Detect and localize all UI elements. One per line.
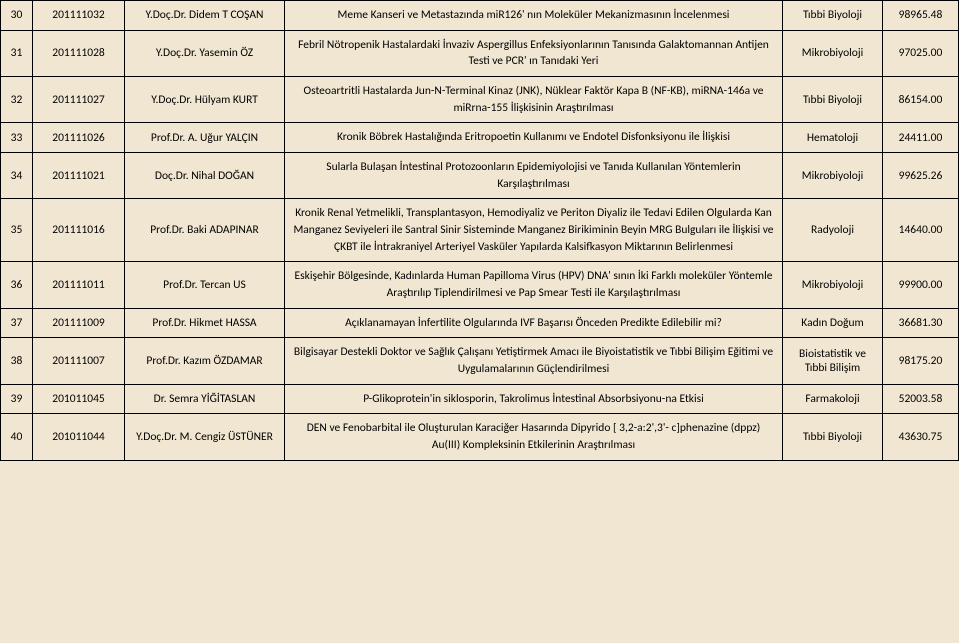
person-name: Y.Doç.Dr. Yasemin ÖZ	[125, 30, 285, 76]
table-row: 39201011045Dr. Semra YİĞİTASLANP-Glikopr…	[1, 384, 959, 414]
department: Kadın Doğum	[783, 308, 883, 338]
row-number: 34	[1, 153, 33, 199]
record-id: 201111011	[33, 262, 125, 308]
person-name: Y.Doç.Dr. M. Cengiz ÜSTÜNER	[125, 414, 285, 460]
row-number: 36	[1, 262, 33, 308]
description: Eskişehir Bölgesinde, Kadınlarda Human P…	[285, 262, 783, 308]
description: Bilgisayar Destekli Doktor ve Sağlık Çal…	[285, 338, 783, 384]
department: Mikrobiyoloji	[783, 30, 883, 76]
person-name: Y.Doç.Dr. Didem T COŞAN	[125, 1, 285, 31]
record-id: 201111009	[33, 308, 125, 338]
person-name: Prof.Dr. Hikmet HASSA	[125, 308, 285, 338]
table-row: 40201011044Y.Doç.Dr. M. Cengiz ÜSTÜNERDE…	[1, 414, 959, 460]
amount: 24411.00	[883, 123, 959, 153]
description: Kronik Böbrek Hastalığında Eritropoetin …	[285, 123, 783, 153]
row-number: 35	[1, 199, 33, 262]
record-id: 201111027	[33, 77, 125, 123]
record-id: 201111028	[33, 30, 125, 76]
person-name: Prof.Dr. Kazım ÖZDAMAR	[125, 338, 285, 384]
amount: 86154.00	[883, 77, 959, 123]
row-number: 40	[1, 414, 33, 460]
department: Tıbbi Biyoloji	[783, 1, 883, 31]
table-row: 31201111028Y.Doç.Dr. Yasemin ÖZFebril Nö…	[1, 30, 959, 76]
row-number: 30	[1, 1, 33, 31]
row-number: 31	[1, 30, 33, 76]
department: Mikrobiyoloji	[783, 153, 883, 199]
description: Açıklanamayan İnfertilite Olgularında IV…	[285, 308, 783, 338]
row-number: 38	[1, 338, 33, 384]
department: Mikrobiyoloji	[783, 262, 883, 308]
row-number: 37	[1, 308, 33, 338]
record-id: 201011044	[33, 414, 125, 460]
table-row: 36201111011Prof.Dr. Tercan USEskişehir B…	[1, 262, 959, 308]
table-row: 35201111016Prof.Dr. Baki ADAPINARKronik …	[1, 199, 959, 262]
record-id: 201111007	[33, 338, 125, 384]
record-id: 201111021	[33, 153, 125, 199]
person-name: Dr. Semra YİĞİTASLAN	[125, 384, 285, 414]
amount: 99625.26	[883, 153, 959, 199]
department: Radyoloji	[783, 199, 883, 262]
amount: 97025.00	[883, 30, 959, 76]
department: Hematoloji	[783, 123, 883, 153]
description: Osteoartritli Hastalarda Jun-N-Terminal …	[285, 77, 783, 123]
record-id: 201111026	[33, 123, 125, 153]
person-name: Prof.Dr. A. Uğur YALÇIN	[125, 123, 285, 153]
description: Sularla Bulaşan İntestinal Protozoonları…	[285, 153, 783, 199]
table-row: 30201111032Y.Doç.Dr. Didem T COŞANMeme K…	[1, 1, 959, 31]
amount: 52003.58	[883, 384, 959, 414]
person-name: Y.Doç.Dr. Hülyam KURT	[125, 77, 285, 123]
record-id: 201011045	[33, 384, 125, 414]
department: Tıbbi Biyoloji	[783, 414, 883, 460]
record-id: 201111032	[33, 1, 125, 31]
amount: 99900.00	[883, 262, 959, 308]
person-name: Prof.Dr. Tercan US	[125, 262, 285, 308]
person-name: Doç.Dr. Nihal DOĞAN	[125, 153, 285, 199]
table-row: 38201111007Prof.Dr. Kazım ÖZDAMARBilgisa…	[1, 338, 959, 384]
description: P-Glikoprotein'in siklosporin, Takrolimu…	[285, 384, 783, 414]
department: Bioistatistik ve Tıbbi Bilişim	[783, 338, 883, 384]
description: Meme Kanseri ve Metastazında miR126' nın…	[285, 1, 783, 31]
table-row: 34201111021Doç.Dr. Nihal DOĞANSularla Bu…	[1, 153, 959, 199]
description: DEN ve Fenobarbital ile Oluşturulan Kara…	[285, 414, 783, 460]
amount: 98965.48	[883, 1, 959, 31]
department: Farmakoloji	[783, 384, 883, 414]
table-row: 32201111027Y.Doç.Dr. Hülyam KURTOsteoart…	[1, 77, 959, 123]
person-name: Prof.Dr. Baki ADAPINAR	[125, 199, 285, 262]
row-number: 32	[1, 77, 33, 123]
department: Tıbbi Biyoloji	[783, 77, 883, 123]
amount: 36681.30	[883, 308, 959, 338]
row-number: 33	[1, 123, 33, 153]
amount: 98175.20	[883, 338, 959, 384]
table-row: 33201111026Prof.Dr. A. Uğur YALÇINKronik…	[1, 123, 959, 153]
row-number: 39	[1, 384, 33, 414]
description: Febril Nötropenik Hastalardaki İnvaziv A…	[285, 30, 783, 76]
table-row: 37201111009Prof.Dr. Hikmet HASSAAçıklana…	[1, 308, 959, 338]
data-table: 30201111032Y.Doç.Dr. Didem T COŞANMeme K…	[0, 0, 959, 461]
description: Kronik Renal Yetmelikli, Transplantasyon…	[285, 199, 783, 262]
record-id: 201111016	[33, 199, 125, 262]
amount: 43630.75	[883, 414, 959, 460]
amount: 14640.00	[883, 199, 959, 262]
